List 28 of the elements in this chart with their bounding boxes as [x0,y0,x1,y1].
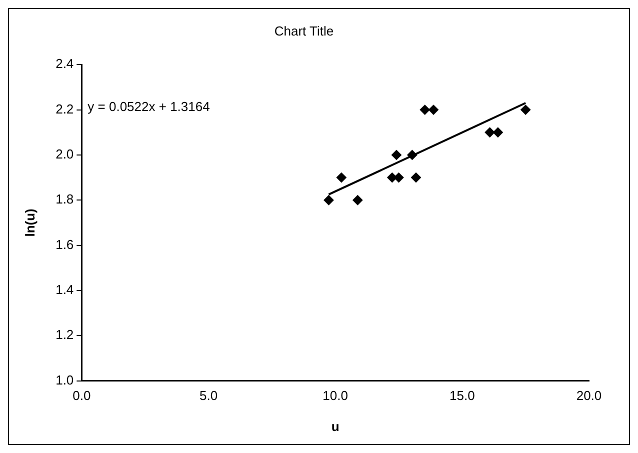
y-tick-label: 2.2 [56,101,74,116]
y-tick-label: 1.0 [56,372,74,388]
y-tick-label: 1.8 [56,192,74,207]
y-tick-label: 1.4 [56,282,74,298]
point [336,172,346,183]
annotation: y = 0.0522x + 1.3164 [88,99,210,114]
point [520,104,531,115]
point [324,195,334,206]
x-axis-title: u [331,418,340,434]
point [407,150,418,160]
x-tick-label: 15.0 [450,388,475,404]
point [428,104,439,115]
point [391,150,402,160]
point [484,127,495,138]
point [420,104,430,115]
chart-title: Chart Title [274,23,334,38]
y-tick-label: 2.0 [56,146,74,162]
y-tick-label: 2.4 [56,56,74,72]
x-tick-label: 0.0 [72,388,91,404]
x-tick-label: 20.0 [576,388,602,404]
y-tick-label: 1.6 [56,236,74,252]
x-tick-label: 10.0 [322,388,348,404]
point [411,172,421,183]
point [352,195,363,206]
x-tick-label: 5.0 [199,388,218,404]
y-tick-label: 1.2 [56,327,74,342]
point [492,127,503,138]
y-axis-title: ln(u) [22,208,38,237]
